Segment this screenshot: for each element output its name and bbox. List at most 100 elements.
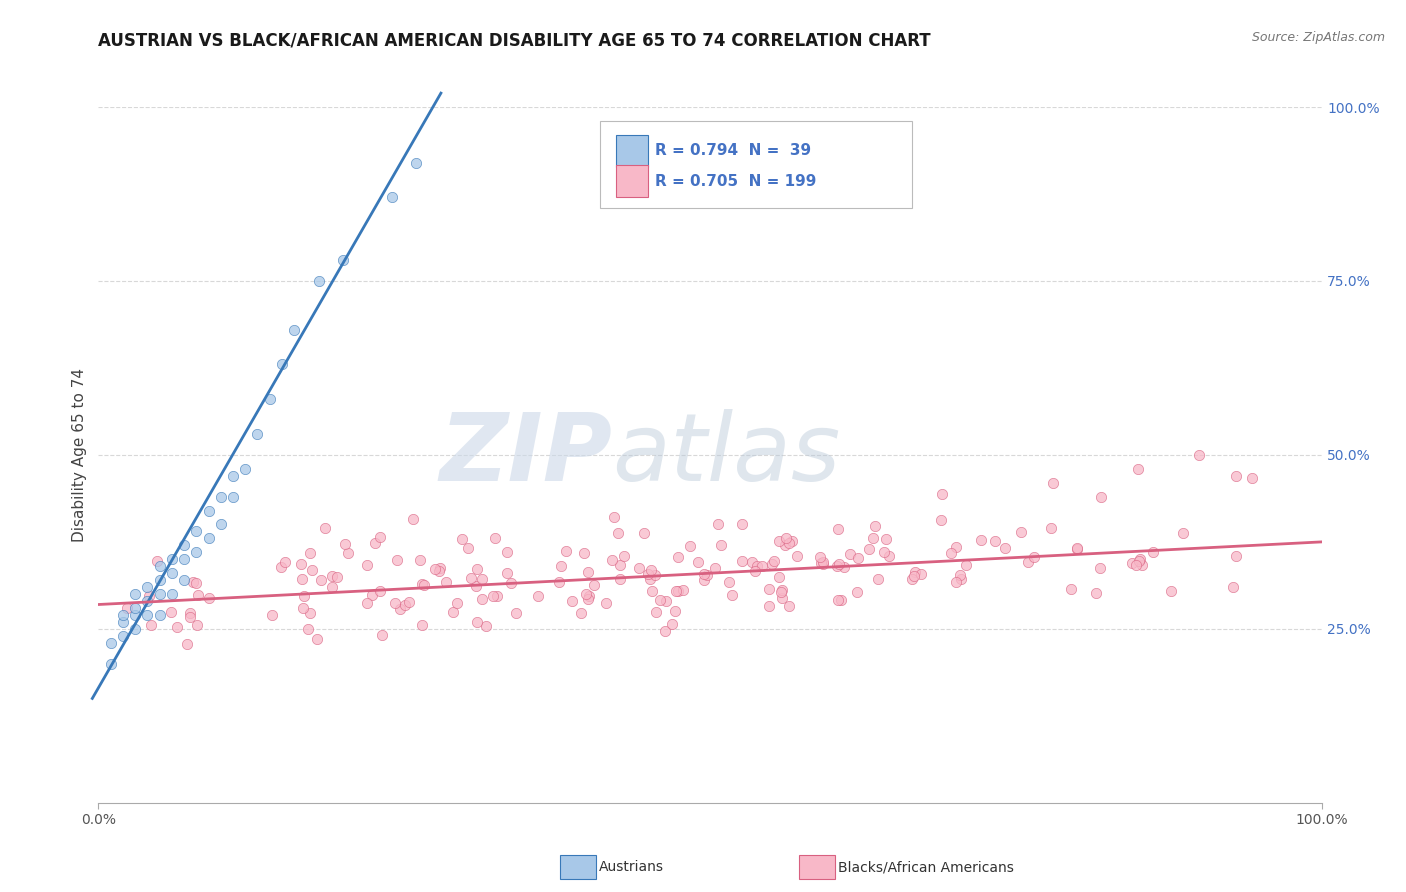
Point (100, 636, 122, 650)
Point (139, 618, 162, 632)
Point (209, 490, 232, 504)
Point (160, 605, 183, 619)
Point (1125, 558, 1147, 573)
Point (768, 570, 790, 584)
Point (731, 554, 754, 568)
Point (696, 568, 718, 582)
Point (405, 155, 427, 169)
Point (173, 573, 195, 587)
Text: atlas: atlas (612, 409, 841, 500)
Point (786, 549, 808, 564)
Point (297, 622, 319, 636)
Point (321, 580, 343, 594)
Point (124, 601, 146, 615)
Point (260, 607, 283, 622)
FancyBboxPatch shape (600, 121, 912, 208)
Point (830, 593, 852, 607)
Point (613, 549, 636, 563)
Point (186, 545, 208, 559)
Point (627, 560, 650, 574)
Point (1042, 475, 1064, 490)
Text: ZIP: ZIP (439, 409, 612, 501)
Point (309, 573, 332, 587)
Point (427, 564, 450, 578)
Point (381, 190, 404, 204)
Point (222, 468, 245, 483)
Point (984, 534, 1007, 549)
Point (450, 532, 472, 546)
Point (661, 616, 683, 631)
Point (828, 558, 851, 572)
Point (873, 545, 896, 559)
Point (314, 521, 336, 535)
Point (184, 575, 207, 590)
Point (464, 579, 486, 593)
Point (811, 555, 834, 569)
Point (638, 572, 661, 586)
Point (904, 566, 927, 580)
Point (434, 575, 457, 590)
Point (274, 555, 297, 569)
Point (111, 615, 134, 629)
Point (388, 602, 411, 616)
Point (1128, 554, 1150, 568)
Point (1066, 542, 1088, 557)
Point (550, 559, 572, 574)
Point (811, 558, 834, 572)
Point (945, 540, 967, 554)
Point (283, 323, 305, 337)
Point (411, 618, 433, 632)
Point (931, 487, 953, 501)
Point (778, 536, 800, 550)
Point (640, 563, 662, 577)
Point (1084, 586, 1107, 600)
Text: Austrians: Austrians (599, 860, 664, 874)
Point (356, 596, 378, 610)
Point (808, 550, 831, 565)
Point (929, 513, 952, 527)
Point (602, 510, 624, 524)
Point (149, 573, 172, 587)
Point (731, 516, 754, 531)
Point (332, 253, 354, 268)
Point (115, 600, 138, 615)
Point (679, 539, 702, 553)
Point (583, 578, 606, 592)
Point (475, 619, 498, 633)
Point (644, 605, 666, 619)
Point (773, 538, 796, 552)
Point (485, 590, 508, 604)
Point (124, 607, 146, 622)
Point (471, 572, 494, 586)
Point (446, 596, 468, 610)
Point (290, 557, 312, 571)
Point (606, 526, 628, 541)
Point (761, 558, 783, 572)
Point (197, 503, 219, 517)
Point (1066, 541, 1088, 555)
Point (371, 628, 394, 642)
Point (233, 462, 256, 476)
Point (307, 632, 329, 646)
Point (576, 566, 599, 580)
Point (429, 561, 451, 575)
Point (360, 588, 382, 602)
Point (970, 533, 993, 547)
Point (298, 546, 321, 560)
Point (337, 546, 360, 560)
Point (770, 582, 793, 597)
Point (839, 547, 862, 561)
Point (356, 558, 378, 572)
Point (1121, 556, 1143, 570)
Point (1090, 490, 1112, 504)
Point (862, 531, 884, 545)
Point (149, 587, 172, 601)
Text: R = 0.705  N = 199: R = 0.705 N = 199 (655, 174, 817, 189)
Point (1022, 550, 1045, 565)
Point (741, 556, 763, 570)
Text: Source: ZipAtlas.com: Source: ZipAtlas.com (1251, 31, 1385, 45)
Point (160, 587, 183, 601)
Point (609, 572, 631, 586)
Point (527, 590, 550, 604)
Point (858, 542, 880, 557)
